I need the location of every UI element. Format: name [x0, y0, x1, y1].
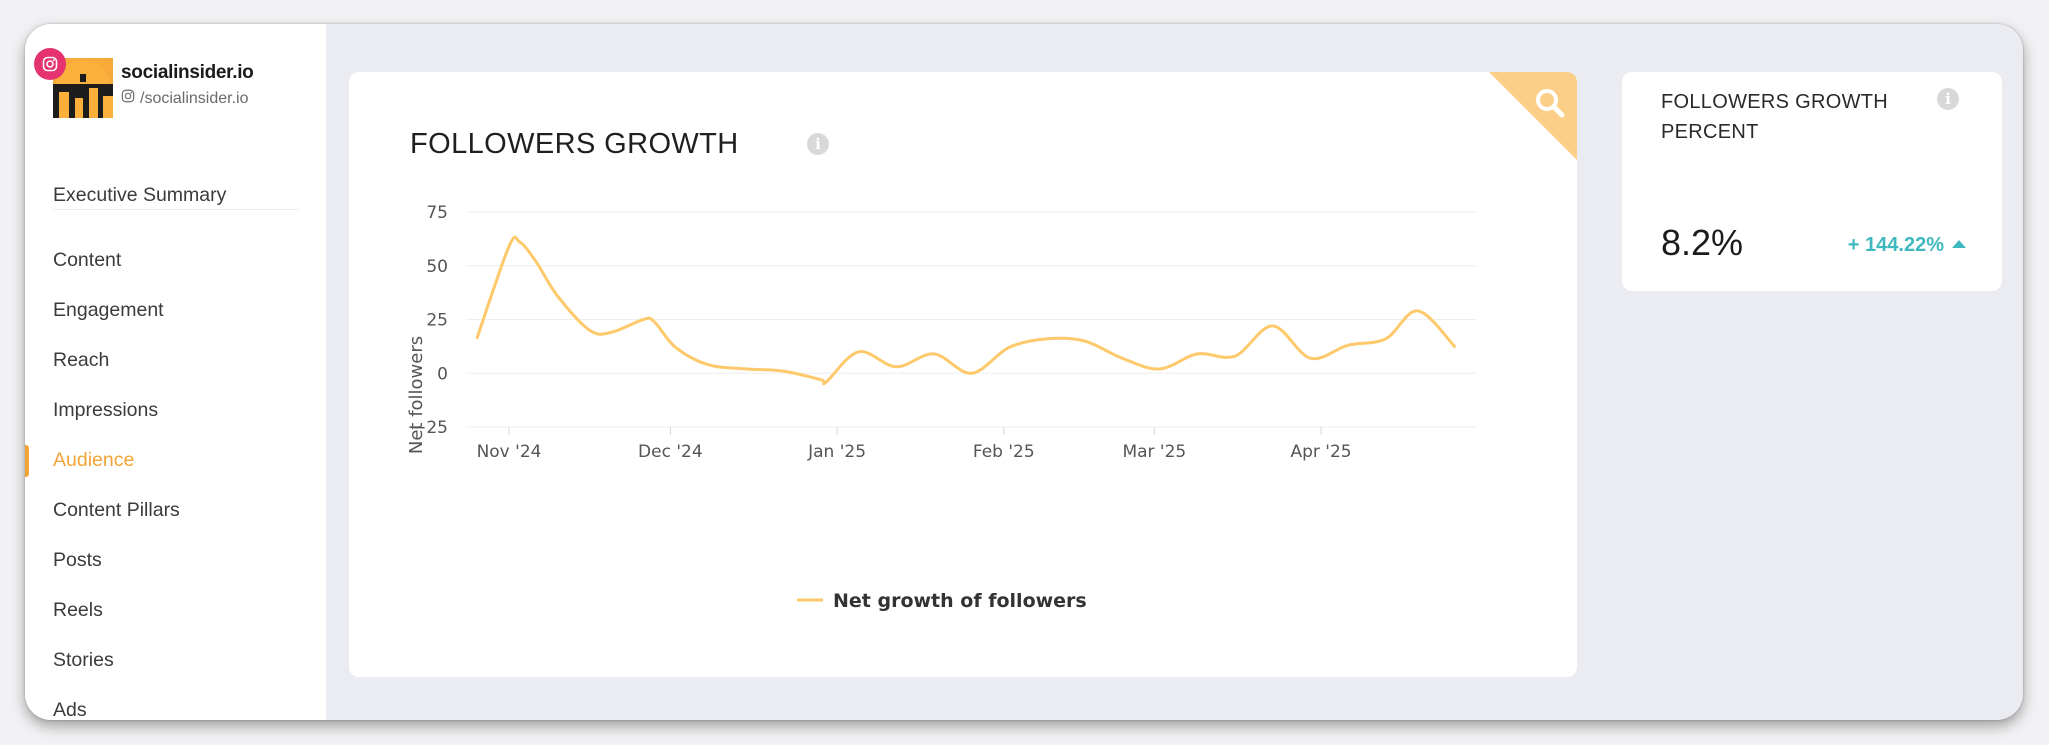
- metric-change-text: + 144.22%: [1847, 234, 1944, 256]
- instagram-icon: [34, 48, 66, 80]
- account-name: socialinsider.io: [121, 62, 254, 83]
- y-tick-label: 25: [426, 311, 448, 331]
- y-tick-label: 50: [426, 257, 448, 277]
- x-tick-label: Mar '25: [1122, 442, 1186, 462]
- nav-divider: [53, 209, 298, 210]
- x-tick-label: Dec '24: [638, 442, 703, 462]
- metric-title: FOLLOWERS GROWTH PERCENT: [1661, 91, 1889, 143]
- sidebar-item-content[interactable]: Content: [53, 249, 122, 271]
- followers-growth-card: FOLLOWERS GROWTH i −25 0 25 50 75 Nov '24 Dec…: [349, 72, 1577, 677]
- info-icon[interactable]: i: [807, 133, 829, 155]
- metric-value: 8.2%: [1661, 222, 1744, 263]
- sidebar-item-reach[interactable]: Reach: [53, 349, 110, 371]
- sidebar-nav: Executive Summary Content Engagement Rea…: [25, 170, 326, 720]
- series-line-net-growth[interactable]: [475, 235, 1457, 386]
- account-handle[interactable]: /socialinsider.io: [140, 89, 249, 107]
- avatar[interactable]: [53, 58, 113, 118]
- search-icon[interactable]: [1533, 86, 1567, 125]
- sidebar-item-executive-summary[interactable]: Executive Summary: [53, 184, 227, 206]
- legend-label: Net growth of followers: [833, 590, 1087, 612]
- y-tick-label: −25: [412, 418, 448, 438]
- x-tick-label: Feb '25: [973, 442, 1035, 462]
- info-icon[interactable]: i: [1937, 88, 1959, 110]
- x-tick-label: Apr '25: [1290, 442, 1351, 462]
- sidebar-item-audience[interactable]: Audience: [25, 435, 326, 485]
- sidebar-item-content-pillars[interactable]: Content Pillars: [53, 499, 180, 521]
- sidebar-item-ads[interactable]: Ads: [53, 699, 87, 720]
- y-tick-label: 75: [426, 203, 448, 223]
- sidebar-item-posts[interactable]: Posts: [53, 549, 102, 571]
- x-tick-label: Nov '24: [477, 442, 542, 462]
- card-title: FOLLOWERS GROWTH: [410, 128, 739, 160]
- chart-legend[interactable]: Net growth of followers: [797, 590, 1087, 612]
- sidebar-item-stories[interactable]: Stories: [53, 649, 114, 671]
- sidebar-item-impressions[interactable]: Impressions: [53, 399, 159, 421]
- followers-growth-percent-card: FOLLOWERS GROWTH PERCENT i 8.2% + 144.22…: [1622, 72, 2002, 291]
- trend-up-icon: [1952, 240, 1966, 248]
- y-tick-label: 0: [437, 364, 448, 384]
- followers-growth-chart: −25 0 25 50 75 Nov '24 Dec '24 Jan '25 Feb '25 M…: [406, 203, 1477, 612]
- account-handle-row: /socialinsider.io: [121, 89, 249, 108]
- x-tick-label: Jan '25: [807, 442, 866, 462]
- metric-change: + 144.22%: [1848, 234, 1966, 257]
- sidebar-item-engagement[interactable]: Engagement: [53, 299, 164, 321]
- sidebar-item-reels[interactable]: Reels: [53, 599, 103, 621]
- instagram-small-icon: [121, 89, 135, 108]
- app-window: socialinsider.io /socialinsider.io Execu…: [25, 24, 2023, 720]
- sidebar: socialinsider.io /socialinsider.io Execu…: [25, 24, 326, 720]
- avatar-logo: [53, 60, 113, 118]
- y-axis-title: Net followers: [406, 336, 427, 454]
